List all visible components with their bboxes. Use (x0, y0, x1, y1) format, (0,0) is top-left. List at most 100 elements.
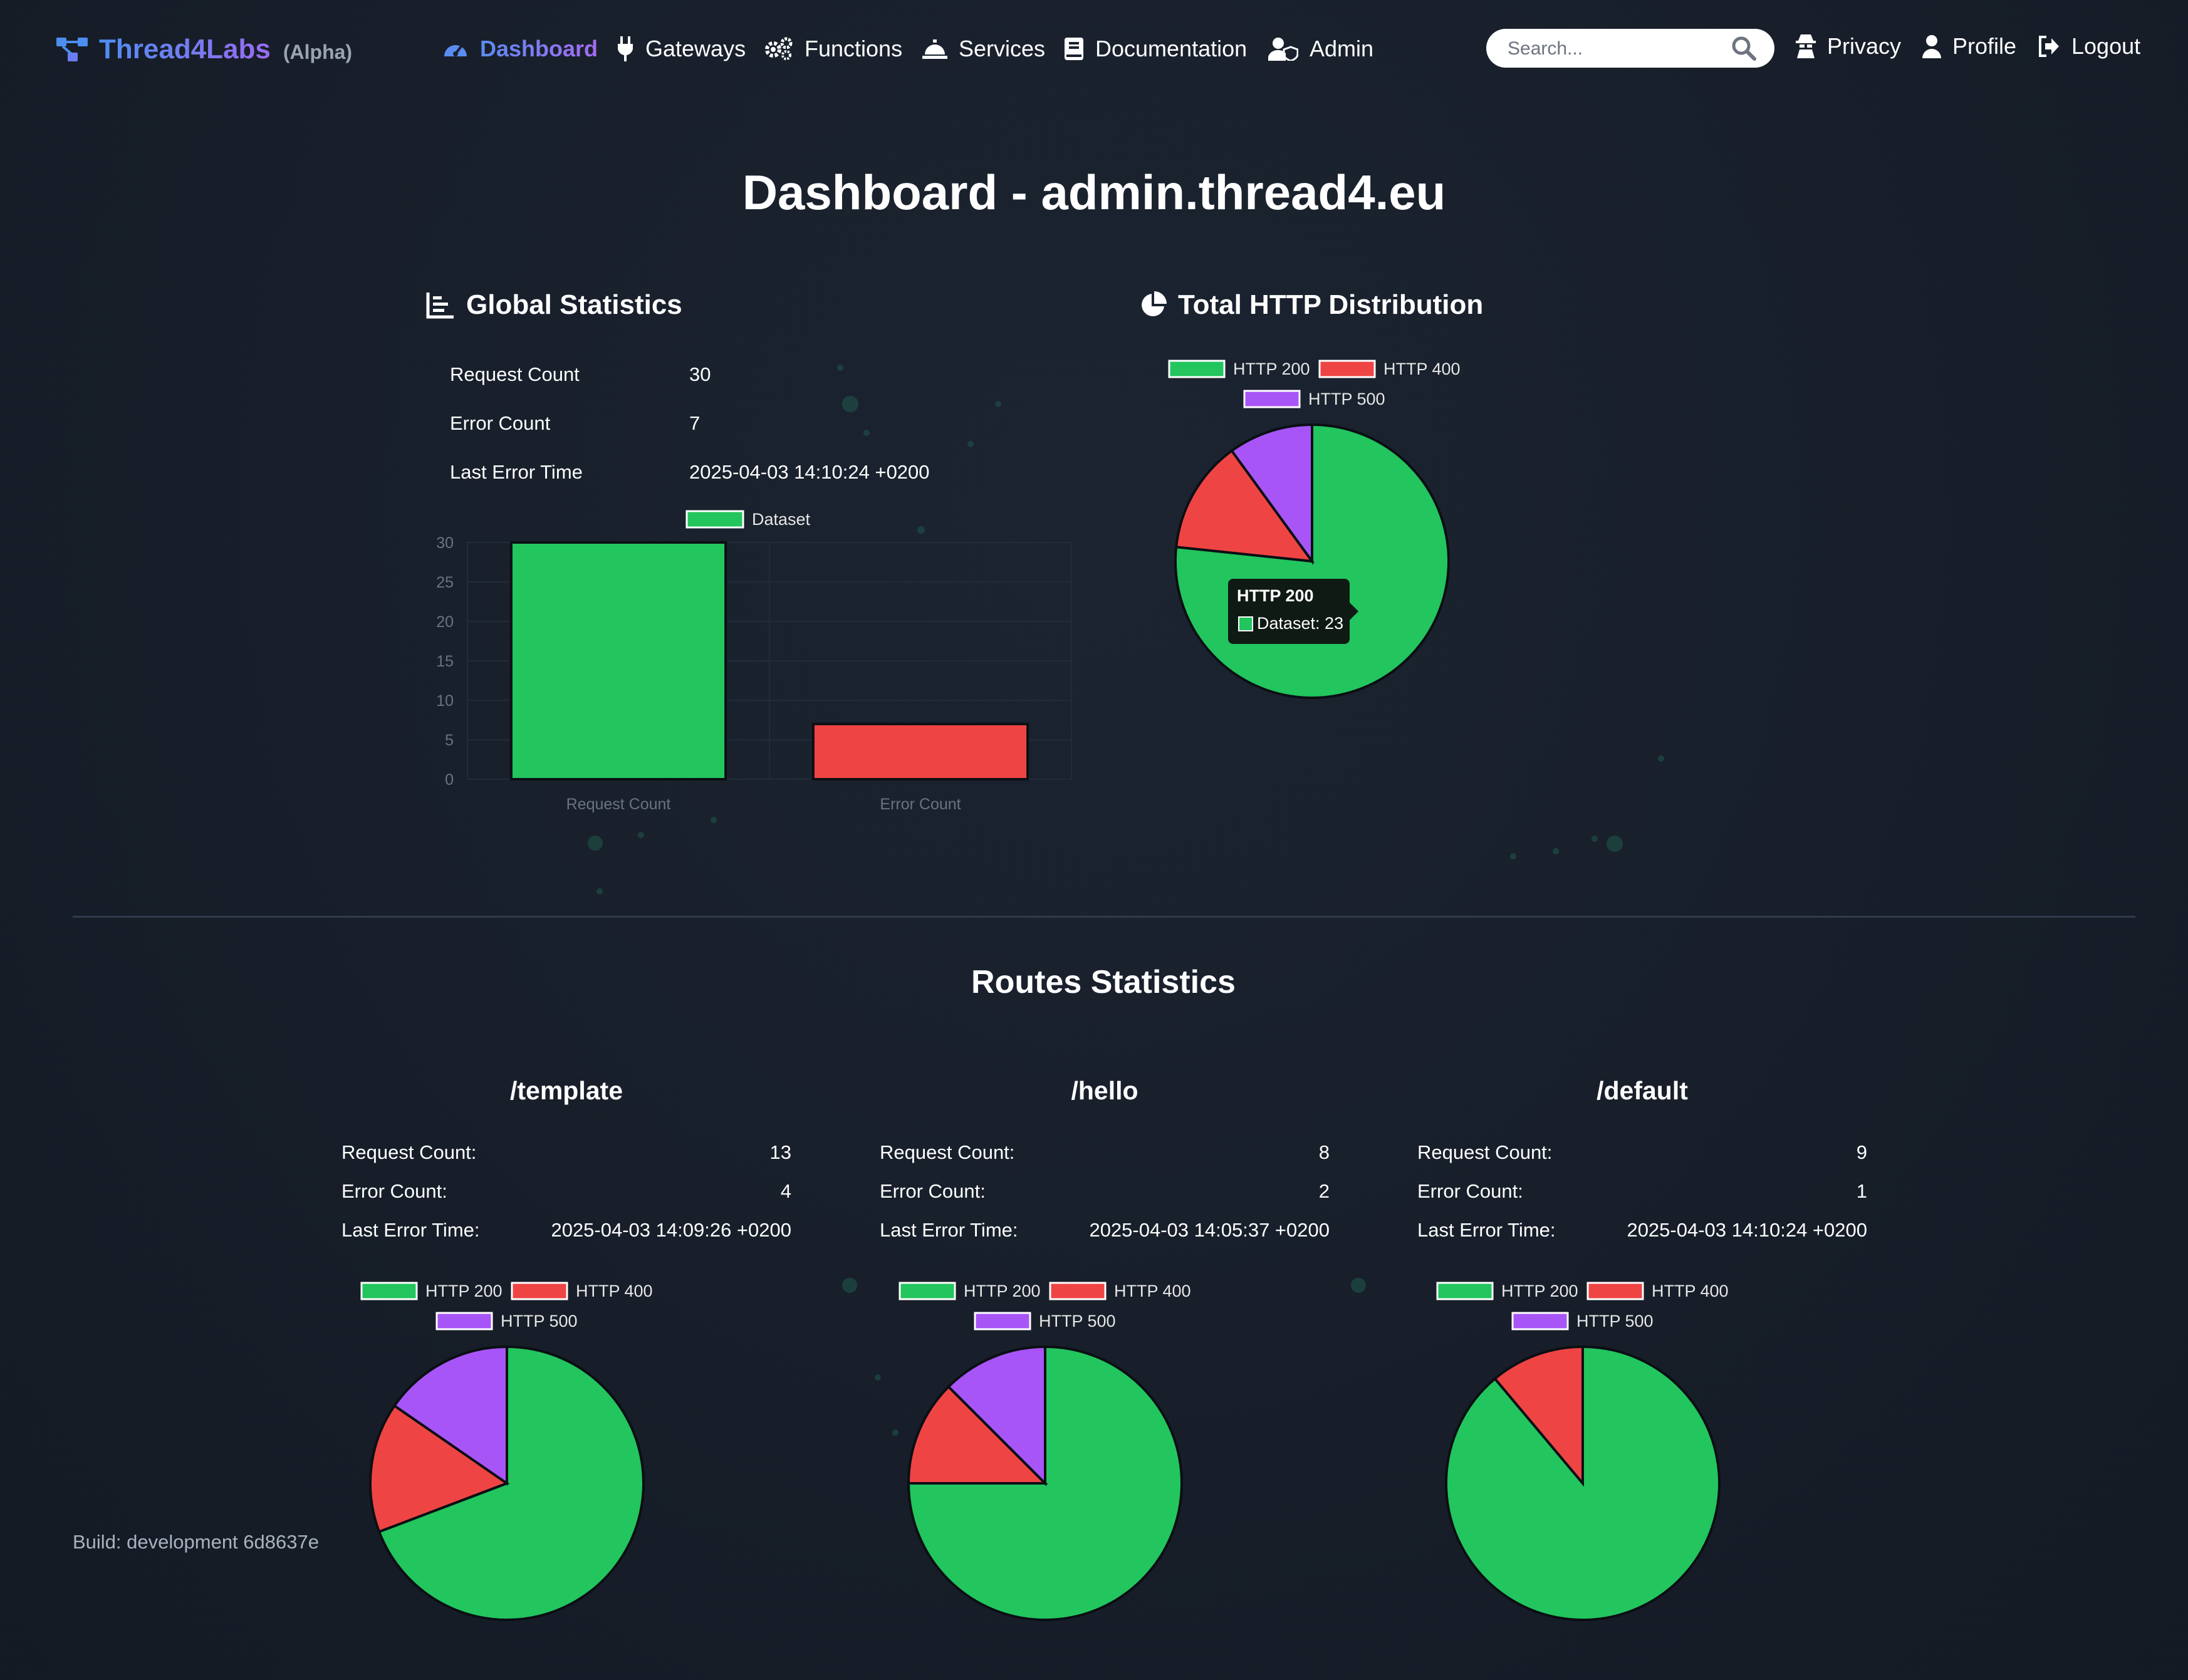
nav-admin-label: Admin (1310, 36, 1374, 61)
search-icon[interactable] (1731, 35, 1757, 61)
pie-legend-label[interactable]: HTTP 200 (425, 1282, 503, 1300)
user-shield-icon (1268, 38, 1298, 61)
nav-gateways[interactable]: Gateways (617, 31, 746, 66)
background-particle (842, 1278, 857, 1293)
pie-legend-swatch[interactable] (1243, 390, 1301, 408)
pie-legend-swatch[interactable] (511, 1282, 568, 1300)
gears-icon (765, 37, 793, 60)
route-stat-value: 8 (1318, 1141, 1330, 1163)
pie-legend-swatch[interactable] (1168, 360, 1226, 378)
stat-last-error-time-label: Last Error Time (450, 461, 583, 483)
nav-functions-label: Functions (805, 36, 903, 61)
routes-statistics-title: Routes Statistics (971, 964, 1236, 1000)
pie-legend-label[interactable]: HTTP 400 (1114, 1282, 1191, 1300)
bar-ytick-label: 5 (445, 732, 454, 749)
nav-profile[interactable]: Profile (1922, 29, 2016, 64)
pie-legend-swatch[interactable] (435, 1312, 493, 1330)
stat-request-count-value: 30 (689, 363, 711, 385)
brand-name: Thread4Labs (99, 34, 271, 65)
pie-legend-swatch[interactable] (1318, 360, 1376, 378)
pie-slice-http-400[interactable] (1174, 449, 1315, 563)
route-stat-label: Last Error Time: (880, 1219, 1018, 1241)
background-particle (917, 526, 925, 534)
pie-slice-http-400[interactable] (1493, 1345, 1584, 1487)
pie-tooltip: HTTP 200 Dataset: 23 (1228, 579, 1358, 644)
background-particle (1553, 848, 1559, 854)
stat-error-count-label: Error Count (450, 412, 551, 434)
bell-concierge-icon (922, 39, 947, 59)
pie-legend-label[interactable]: HTTP 200 (1233, 360, 1310, 378)
brand-alpha-badge: (Alpha) (283, 40, 353, 63)
pie-legend-label[interactable]: HTTP 500 (1039, 1312, 1116, 1330)
route-stat-value: 2 (1318, 1180, 1330, 1202)
pie-svg: HTTP 200 HTTP 400 HTTP 500 (899, 1282, 1191, 1621)
route-stat-row: Request Count: 9 (1417, 1141, 1867, 1164)
nav-privacy-label: Privacy (1827, 33, 1902, 59)
nav-gateways-label: Gateways (645, 36, 746, 61)
pie-slice-http-500[interactable] (392, 1345, 508, 1486)
nav-documentation[interactable]: Documentation (1064, 31, 1247, 66)
pie-legend-swatch[interactable] (899, 1282, 956, 1300)
bar-ytick-label: 25 (436, 574, 454, 591)
pie-legend-label[interactable]: HTTP 500 (501, 1312, 578, 1330)
pie-legend-swatch[interactable] (974, 1312, 1031, 1330)
pie-tooltip-text: Dataset: 23 (1257, 614, 1344, 633)
nav-admin[interactable]: Admin (1268, 31, 1373, 66)
background-particle (588, 836, 603, 851)
pie-legend-label[interactable]: HTTP 400 (1652, 1282, 1729, 1300)
background-particle (1658, 755, 1664, 762)
pie-legend-swatch[interactable] (1586, 1282, 1644, 1300)
pie-legend-swatch[interactable] (1436, 1282, 1494, 1300)
background-particle (995, 401, 1001, 407)
pie-legend-label[interactable]: HTTP 400 (1383, 360, 1461, 378)
bar-error-count[interactable] (811, 722, 1029, 780)
pie-slice-http-500[interactable] (1230, 423, 1313, 566)
gauge-icon (444, 45, 467, 56)
nav-dashboard[interactable]: Dashboard (442, 31, 598, 66)
route-pie-chart: HTTP 200 HTTP 400 HTTP 500 (1424, 1272, 1862, 1635)
background-particle (1510, 853, 1516, 859)
bar-request-count[interactable] (509, 541, 727, 780)
nav-documentation-label: Documentation (1095, 36, 1248, 61)
pie-legend-swatch[interactable] (360, 1282, 418, 1300)
http-distribution-title: Total HTTP Distribution (1178, 289, 1484, 320)
nav-functions[interactable]: Functions (764, 31, 902, 66)
pie-legend-label[interactable]: HTTP 200 (1501, 1282, 1578, 1300)
pie-legend-label[interactable]: HTTP 500 (1308, 390, 1385, 408)
route-stat-row: Error Count: 2 (880, 1180, 1330, 1203)
bar-ytick-label: 15 (436, 653, 454, 670)
route-stat-label: Error Count: (1417, 1180, 1523, 1202)
global-bar-chart: 0 5 10 15 20 25 30 Request Count Error Count Da… (436, 510, 1072, 813)
nav-services[interactable]: Services (922, 31, 1045, 66)
pie-svg: HTTP 200 HTTP 400 HTTP 500 (360, 1282, 653, 1621)
global-statistics-heading: Global Statistics (426, 289, 682, 321)
background-particle (1351, 1278, 1366, 1293)
pie-legend-label[interactable]: HTTP 500 (1576, 1312, 1654, 1330)
route-stat-label: Last Error Time: (341, 1219, 480, 1241)
stat-last-error-time-value: 2025-04-03 14:10:24 +0200 (689, 461, 930, 483)
bar-legend-label[interactable]: Dataset (752, 510, 811, 529)
nav-privacy[interactable]: Privacy (1796, 29, 1901, 64)
route-stat-value: 13 (769, 1141, 791, 1163)
nav-logout[interactable]: Logout (2038, 29, 2140, 64)
nav-logout-label: Logout (2071, 33, 2141, 59)
route-stat-label: Request Count: (880, 1141, 1015, 1163)
background-particle (638, 832, 644, 838)
search-input[interactable] (1506, 34, 1734, 64)
nav-services-label: Services (959, 36, 1046, 61)
pie-slice-http-400[interactable] (907, 1385, 1048, 1485)
pie-slice-http-200[interactable] (377, 1345, 645, 1621)
http-distribution-heading: Total HTTP Distribution (1139, 289, 1483, 321)
bar-legend-swatch[interactable] (685, 510, 744, 529)
background-particle (1592, 836, 1598, 842)
page-title: Dashboard - admin.thread4.eu (742, 165, 1446, 220)
pie-legend-swatch[interactable] (1049, 1282, 1107, 1300)
pie-legend-label[interactable]: HTTP 400 (576, 1282, 653, 1300)
route-stat-label: Last Error Time: (1417, 1219, 1556, 1241)
pie-legend-swatch[interactable] (1511, 1312, 1569, 1330)
pie-legend-label[interactable]: HTTP 200 (964, 1282, 1041, 1300)
brand-logo[interactable]: Thread4Labs (Alpha) (55, 28, 352, 71)
route-stat-row: Error Count: 1 (1417, 1180, 1867, 1203)
pie-slice-http-400[interactable] (369, 1404, 510, 1533)
pie-slice-http-500[interactable] (947, 1345, 1046, 1486)
